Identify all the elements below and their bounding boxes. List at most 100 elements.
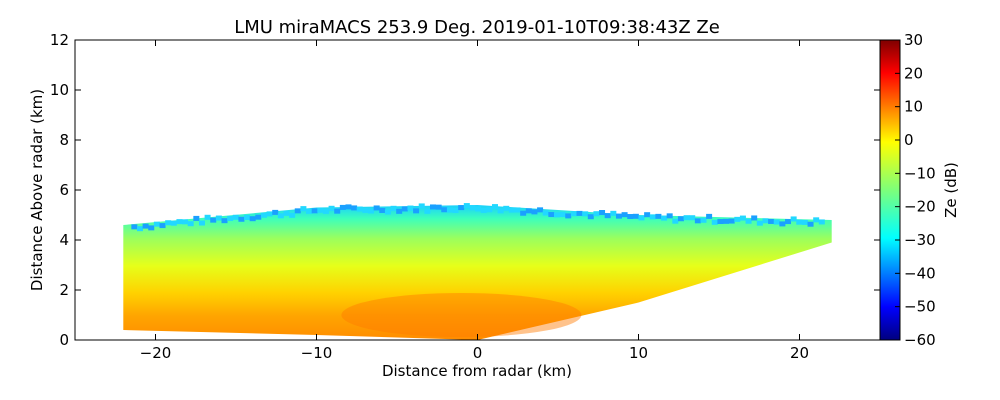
echo-edge-speck xyxy=(723,218,730,224)
y-axis-label: Distance Above radar (km) xyxy=(28,89,46,291)
echo-edge-speck xyxy=(672,218,679,224)
echo-edge-speck xyxy=(458,205,465,211)
y-tick-label: 10 xyxy=(50,81,69,99)
echo-edge-speck xyxy=(497,208,504,214)
echo-edge-speck xyxy=(244,214,251,220)
echo-edge-speck xyxy=(739,215,746,221)
y-tick-label: 0 xyxy=(59,331,69,349)
echo-edge-speck xyxy=(599,210,606,216)
colorbar-label: Ze (dB) xyxy=(942,162,960,218)
echo-edge-speck xyxy=(491,204,498,210)
echo-edge-speck xyxy=(384,209,391,215)
echo-edge-speck xyxy=(796,219,803,225)
echo-edge-speck xyxy=(801,219,808,225)
echo-edge-speck xyxy=(339,204,346,210)
echo-edge-speck xyxy=(430,204,437,210)
chart-title: LMU miraMACS 253.9 Deg. 2019-01-10T09:38… xyxy=(234,17,720,38)
echo-edge-speck xyxy=(136,226,143,232)
echo-edge-speck xyxy=(176,219,183,225)
echo-edge-speck xyxy=(661,215,668,221)
echo-edge-speck xyxy=(390,205,397,211)
echo-edge-speck xyxy=(210,217,217,223)
colorbar-tick-label: −30 xyxy=(904,231,936,249)
echo-edge-speck xyxy=(322,208,329,214)
colorbar-tick-label: −20 xyxy=(904,198,936,216)
echo-edge-speck xyxy=(418,203,425,209)
echo-edge-speck xyxy=(644,212,651,218)
y-tick-label: 12 xyxy=(50,31,69,49)
echo-edge-speck xyxy=(593,211,600,217)
echo-edge-speck xyxy=(508,207,515,213)
echo-edge-speck xyxy=(182,219,189,225)
echo-edge-speck xyxy=(773,219,780,225)
echo-edge-speck xyxy=(565,213,572,219)
echo-edge-speck xyxy=(751,215,758,221)
x-tick-label: −20 xyxy=(140,344,172,362)
echo-edge-speck xyxy=(373,205,380,211)
echo-edge-speck xyxy=(582,211,589,217)
x-tick-label: 20 xyxy=(790,344,809,362)
echo-edge-speck xyxy=(790,216,797,222)
echo-edge-speck xyxy=(711,219,718,225)
colorbar-tick-label: 0 xyxy=(904,131,914,149)
echo-edge-speck xyxy=(215,215,222,221)
colorbar-tick-label: −50 xyxy=(904,298,936,316)
echo-edge-speck xyxy=(683,215,690,221)
echo-edge-speck xyxy=(813,217,820,223)
echo-edge-speck xyxy=(762,218,769,224)
x-tick-label: −10 xyxy=(301,344,333,362)
echo-edge-speck xyxy=(362,207,369,213)
echo-edge-speck xyxy=(345,204,352,210)
echo-core xyxy=(341,293,582,337)
echo-edge-speck xyxy=(818,219,825,225)
echo-edge-speck xyxy=(514,207,521,213)
echo-edge-speck xyxy=(193,215,200,221)
x-tick-label: 0 xyxy=(473,344,483,362)
echo-edge-speck xyxy=(542,210,549,216)
x-axis-label: Distance from radar (km) xyxy=(382,362,572,380)
echo-edge-speck xyxy=(351,205,358,211)
colorbar-tick-label: 20 xyxy=(904,64,923,82)
echo-edge-speck xyxy=(204,214,211,220)
y-tick-label: 8 xyxy=(59,131,69,149)
y-axis: 0 2 4 6 8 10 12 xyxy=(50,31,880,349)
echo-edge-speck xyxy=(334,208,341,214)
echo-edge-speck xyxy=(148,225,155,231)
echo-edge-speck xyxy=(260,212,267,218)
echo-edge-speck xyxy=(277,213,284,219)
echo-edge-speck xyxy=(638,215,645,221)
echo-edge-speck xyxy=(604,213,611,219)
echo-edge-speck xyxy=(306,208,313,214)
echo-edge-speck xyxy=(632,213,639,219)
echo-edge-speck xyxy=(520,210,527,216)
echo-edge-speck xyxy=(413,208,420,214)
echo-area xyxy=(123,205,832,340)
x-tick-label: 10 xyxy=(629,344,648,362)
echo-edge-speck xyxy=(756,220,763,226)
echo-edge-speck xyxy=(475,206,482,212)
echo-edge-speck xyxy=(779,221,786,227)
echo-edge-speck xyxy=(198,220,205,226)
echo-edge-speck xyxy=(587,214,594,220)
echo-edge-speck xyxy=(570,211,577,217)
echo-edge-speck xyxy=(131,224,138,230)
echo-edge-speck xyxy=(317,207,324,213)
echo-edge-speck xyxy=(649,214,656,220)
echo-edge-speck xyxy=(655,213,662,219)
x-axis: −20 −10 0 10 20 xyxy=(140,40,809,362)
echo-edge-speck xyxy=(232,214,239,220)
echo-edge-speck xyxy=(700,217,707,223)
echo-edge-speck xyxy=(576,210,583,216)
echo-edge-speck xyxy=(463,203,470,209)
echo-edge-speck xyxy=(187,221,194,227)
echo-edge-speck xyxy=(165,220,172,226)
echo-edge-speck xyxy=(153,221,160,227)
echo-edge-speck xyxy=(283,210,290,216)
echo-edge-speck xyxy=(627,214,634,220)
echo-edge-speck xyxy=(238,216,245,222)
echo-edge-speck xyxy=(807,221,814,227)
echo-edge-speck xyxy=(328,205,335,211)
echo-edge-speck xyxy=(531,209,538,215)
echo-edge-speck xyxy=(401,206,408,212)
